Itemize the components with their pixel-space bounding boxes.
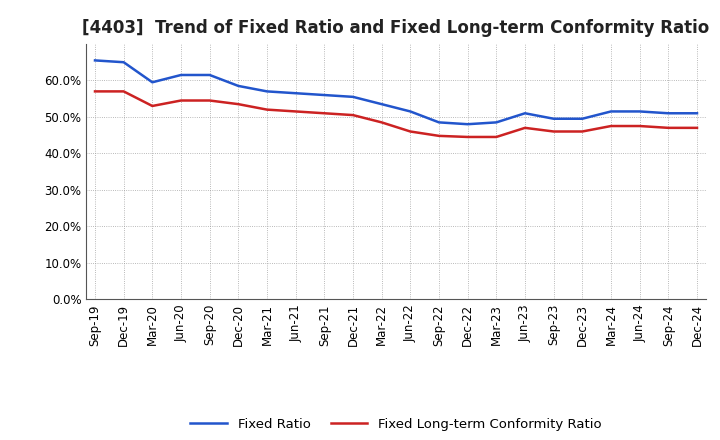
Fixed Long-term Conformity Ratio [406,129,415,134]
Fixed Ratio [120,59,128,65]
Fixed Long-term Conformity Ratio [176,98,185,103]
Fixed Ratio [635,109,644,114]
Fixed Ratio [348,94,357,99]
Fixed Long-term Conformity Ratio [521,125,529,131]
Fixed Ratio [320,92,328,98]
Fixed Ratio [521,110,529,116]
Fixed Ratio [377,102,386,107]
Fixed Ratio [234,83,243,88]
Fixed Ratio [292,91,300,96]
Fixed Long-term Conformity Ratio [91,89,99,94]
Title: [4403]  Trend of Fixed Ratio and Fixed Long-term Conformity Ratio: [4403] Trend of Fixed Ratio and Fixed Lo… [82,19,710,37]
Fixed Ratio [176,72,185,77]
Fixed Long-term Conformity Ratio [120,89,128,94]
Fixed Ratio [464,121,472,127]
Fixed Long-term Conformity Ratio [578,129,587,134]
Fixed Ratio [578,116,587,121]
Fixed Long-term Conformity Ratio [549,129,558,134]
Fixed Ratio [406,109,415,114]
Fixed Ratio [148,80,157,85]
Fixed Long-term Conformity Ratio [607,123,616,128]
Fixed Ratio [435,120,444,125]
Line: Fixed Long-term Conformity Ratio: Fixed Long-term Conformity Ratio [95,92,697,137]
Fixed Long-term Conformity Ratio [435,133,444,139]
Fixed Long-term Conformity Ratio [263,107,271,112]
Fixed Long-term Conformity Ratio [205,98,214,103]
Fixed Ratio [492,120,500,125]
Fixed Long-term Conformity Ratio [234,102,243,107]
Fixed Long-term Conformity Ratio [635,123,644,128]
Fixed Long-term Conformity Ratio [664,125,672,131]
Fixed Long-term Conformity Ratio [320,110,328,116]
Fixed Long-term Conformity Ratio [492,134,500,139]
Fixed Long-term Conformity Ratio [292,109,300,114]
Fixed Ratio [664,110,672,116]
Fixed Long-term Conformity Ratio [464,134,472,139]
Fixed Ratio [693,110,701,116]
Fixed Ratio [607,109,616,114]
Line: Fixed Ratio: Fixed Ratio [95,60,697,124]
Fixed Ratio [263,89,271,94]
Fixed Long-term Conformity Ratio [348,113,357,118]
Legend: Fixed Ratio, Fixed Long-term Conformity Ratio: Fixed Ratio, Fixed Long-term Conformity … [185,413,607,436]
Fixed Long-term Conformity Ratio [693,125,701,131]
Fixed Long-term Conformity Ratio [377,120,386,125]
Fixed Long-term Conformity Ratio [148,103,157,109]
Fixed Ratio [205,72,214,77]
Fixed Ratio [549,116,558,121]
Fixed Ratio [91,58,99,63]
